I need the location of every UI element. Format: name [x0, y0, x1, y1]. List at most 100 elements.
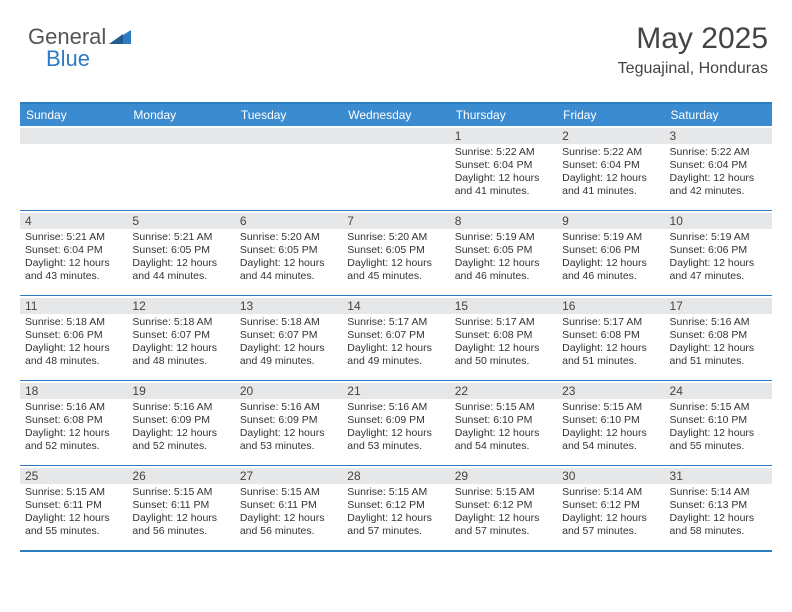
week-row: 1Sunrise: 5:22 AMSunset: 6:04 PMDaylight… — [20, 126, 772, 210]
day-number: 17 — [665, 298, 772, 314]
daylight-text: Daylight: 12 hours and 58 minutes. — [670, 512, 767, 538]
sunrise-text: Sunrise: 5:21 AM — [132, 231, 229, 244]
daylight-text: Daylight: 12 hours and 57 minutes. — [455, 512, 552, 538]
daylight-text: Daylight: 12 hours and 53 minutes. — [347, 427, 444, 453]
day-cell: 19Sunrise: 5:16 AMSunset: 6:09 PMDayligh… — [127, 381, 234, 465]
sunset-text: Sunset: 6:07 PM — [240, 329, 337, 342]
daylight-text: Daylight: 12 hours and 47 minutes. — [670, 257, 767, 283]
sunset-text: Sunset: 6:11 PM — [132, 499, 229, 512]
day-number — [235, 128, 342, 144]
weekday-header: Monday — [127, 104, 234, 126]
day-number: 10 — [665, 213, 772, 229]
day-cell: 16Sunrise: 5:17 AMSunset: 6:08 PMDayligh… — [557, 296, 664, 380]
day-cell: 4Sunrise: 5:21 AMSunset: 6:04 PMDaylight… — [20, 211, 127, 295]
sunrise-text: Sunrise: 5:15 AM — [562, 401, 659, 414]
sunrise-text: Sunrise: 5:15 AM — [347, 486, 444, 499]
sunset-text: Sunset: 6:05 PM — [132, 244, 229, 257]
sunset-text: Sunset: 6:08 PM — [455, 329, 552, 342]
sunrise-text: Sunrise: 5:15 AM — [25, 486, 122, 499]
day-number — [127, 128, 234, 144]
day-cell — [20, 126, 127, 210]
day-cell: 15Sunrise: 5:17 AMSunset: 6:08 PMDayligh… — [450, 296, 557, 380]
sunrise-text: Sunrise: 5:15 AM — [240, 486, 337, 499]
daylight-text: Daylight: 12 hours and 57 minutes. — [347, 512, 444, 538]
day-cell: 10Sunrise: 5:19 AMSunset: 6:06 PMDayligh… — [665, 211, 772, 295]
sunrise-text: Sunrise: 5:19 AM — [562, 231, 659, 244]
sunset-text: Sunset: 6:13 PM — [670, 499, 767, 512]
sunset-text: Sunset: 6:04 PM — [455, 159, 552, 172]
day-cell: 27Sunrise: 5:15 AMSunset: 6:11 PMDayligh… — [235, 466, 342, 550]
day-number: 21 — [342, 383, 449, 399]
sunset-text: Sunset: 6:05 PM — [240, 244, 337, 257]
day-cell: 7Sunrise: 5:20 AMSunset: 6:05 PMDaylight… — [342, 211, 449, 295]
daylight-text: Daylight: 12 hours and 43 minutes. — [25, 257, 122, 283]
day-number: 8 — [450, 213, 557, 229]
sunset-text: Sunset: 6:04 PM — [562, 159, 659, 172]
day-cell: 1Sunrise: 5:22 AMSunset: 6:04 PMDaylight… — [450, 126, 557, 210]
day-cell: 31 Sunrise: 5:14 AMSunset: 6:13 PMDayligh… — [665, 466, 772, 550]
day-cell: 9Sunrise: 5:19 AMSunset: 6:06 PMDaylight… — [557, 211, 664, 295]
daylight-text: Daylight: 12 hours and 56 minutes. — [240, 512, 337, 538]
logo-text-2: Blue — [46, 46, 90, 72]
day-number: 29 — [450, 468, 557, 484]
day-cell: 11Sunrise: 5:18 AMSunset: 6:06 PMDayligh… — [20, 296, 127, 380]
day-number: 31 — [665, 468, 772, 484]
weekday-header: Friday — [557, 104, 664, 126]
day-number: 20 — [235, 383, 342, 399]
logo-triangle-icon — [109, 24, 131, 50]
sunrise-text: Sunrise: 5:16 AM — [240, 401, 337, 414]
daylight-text: Daylight: 12 hours and 54 minutes. — [562, 427, 659, 453]
daylight-text: Daylight: 12 hours and 49 minutes. — [240, 342, 337, 368]
daylight-text: Daylight: 12 hours and 44 minutes. — [240, 257, 337, 283]
daylight-text: Daylight: 12 hours and 54 minutes. — [455, 427, 552, 453]
sunrise-text: Sunrise: 5:18 AM — [25, 316, 122, 329]
sunset-text: Sunset: 6:07 PM — [132, 329, 229, 342]
day-number: 4 — [20, 213, 127, 229]
sunrise-text: Sunrise: 5:19 AM — [670, 231, 767, 244]
sunrise-text: Sunrise: 5:20 AM — [347, 231, 444, 244]
sunrise-text: Sunrise: 5:17 AM — [562, 316, 659, 329]
day-cell: 30Sunrise: 5:14 AMSunset: 6:12 PMDayligh… — [557, 466, 664, 550]
day-cell: 29Sunrise: 5:15 AMSunset: 6:12 PMDayligh… — [450, 466, 557, 550]
day-number — [342, 128, 449, 144]
sunset-text: Sunset: 6:06 PM — [562, 244, 659, 257]
sunset-text: Sunset: 6:09 PM — [132, 414, 229, 427]
day-number: 16 — [557, 298, 664, 314]
daylight-text: Daylight: 12 hours and 42 minutes. — [670, 172, 767, 198]
day-cell: 2Sunrise: 5:22 AMSunset: 6:04 PMDaylight… — [557, 126, 664, 210]
sunrise-text: Sunrise: 5:14 AM — [670, 486, 767, 499]
sunset-text: Sunset: 6:12 PM — [455, 499, 552, 512]
sunset-text: Sunset: 6:12 PM — [562, 499, 659, 512]
day-number: 5 — [127, 213, 234, 229]
day-cell: 5Sunrise: 5:21 AMSunset: 6:05 PMDaylight… — [127, 211, 234, 295]
daylight-text: Daylight: 12 hours and 55 minutes. — [670, 427, 767, 453]
day-cell: 6Sunrise: 5:20 AMSunset: 6:05 PMDaylight… — [235, 211, 342, 295]
sunrise-text: Sunrise: 5:17 AM — [347, 316, 444, 329]
day-number: 18 — [20, 383, 127, 399]
sunrise-text: Sunrise: 5:16 AM — [670, 316, 767, 329]
day-number: 22 — [450, 383, 557, 399]
sunset-text: Sunset: 6:11 PM — [240, 499, 337, 512]
sunrise-text: Sunrise: 5:18 AM — [240, 316, 337, 329]
day-number: 12 — [127, 298, 234, 314]
day-cell: 12Sunrise: 5:18 AMSunset: 6:07 PMDayligh… — [127, 296, 234, 380]
daylight-text: Daylight: 12 hours and 49 minutes. — [347, 342, 444, 368]
day-number: 28 — [342, 468, 449, 484]
sunset-text: Sunset: 6:05 PM — [455, 244, 552, 257]
month-title: May 2025 — [618, 22, 768, 56]
sunrise-text: Sunrise: 5:16 AM — [132, 401, 229, 414]
weekday-header-row: Sunday Monday Tuesday Wednesday Thursday… — [20, 104, 772, 126]
weekday-header: Tuesday — [235, 104, 342, 126]
sunset-text: Sunset: 6:08 PM — [25, 414, 122, 427]
sunset-text: Sunset: 6:10 PM — [670, 414, 767, 427]
sunrise-text: Sunrise: 5:14 AM — [562, 486, 659, 499]
sunset-text: Sunset: 6:04 PM — [670, 159, 767, 172]
day-number: 6 — [235, 213, 342, 229]
daylight-text: Daylight: 12 hours and 46 minutes. — [455, 257, 552, 283]
daylight-text: Daylight: 12 hours and 45 minutes. — [347, 257, 444, 283]
day-number: 7 — [342, 213, 449, 229]
sunset-text: Sunset: 6:12 PM — [347, 499, 444, 512]
sunset-text: Sunset: 6:10 PM — [562, 414, 659, 427]
daylight-text: Daylight: 12 hours and 51 minutes. — [562, 342, 659, 368]
week-row: 18 Sunrise: 5:16 AM Sunset: 6:08 PM Dayligh… — [20, 380, 772, 465]
